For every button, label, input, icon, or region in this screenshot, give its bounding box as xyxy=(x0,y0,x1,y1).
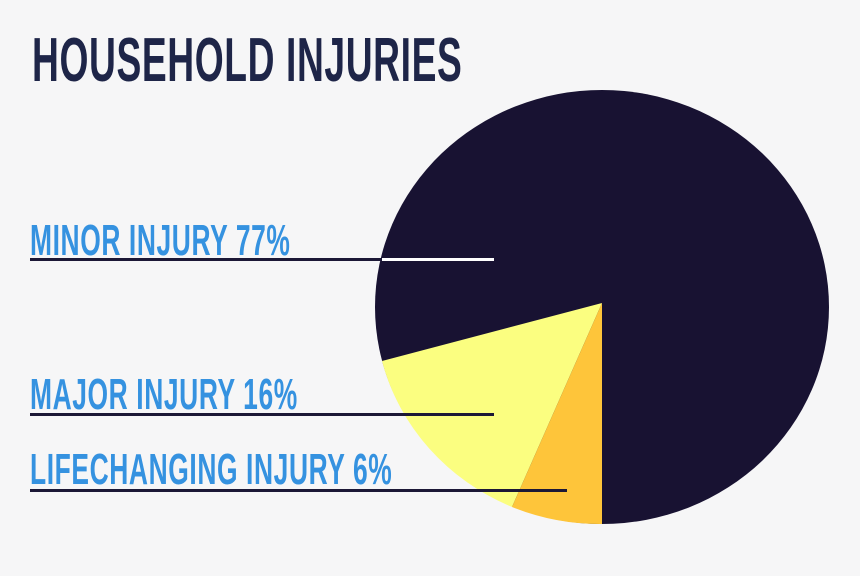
chart-title: HOUSEHOLD INJURIES xyxy=(32,26,463,95)
slice-lifechanging xyxy=(512,303,602,525)
leader-line-major xyxy=(30,413,494,416)
leader-line-lifechanging xyxy=(30,489,567,492)
leader-line-minor-inner xyxy=(382,258,494,261)
label-lifechanging-injury: LIFECHANGING INJURY 6% xyxy=(30,445,393,494)
label-minor-injury: MINOR INJURY 77% xyxy=(30,216,291,265)
slice-major xyxy=(382,303,602,507)
leader-line-minor xyxy=(30,258,382,261)
label-major-injury: MAJOR INJURY 16% xyxy=(30,370,298,419)
